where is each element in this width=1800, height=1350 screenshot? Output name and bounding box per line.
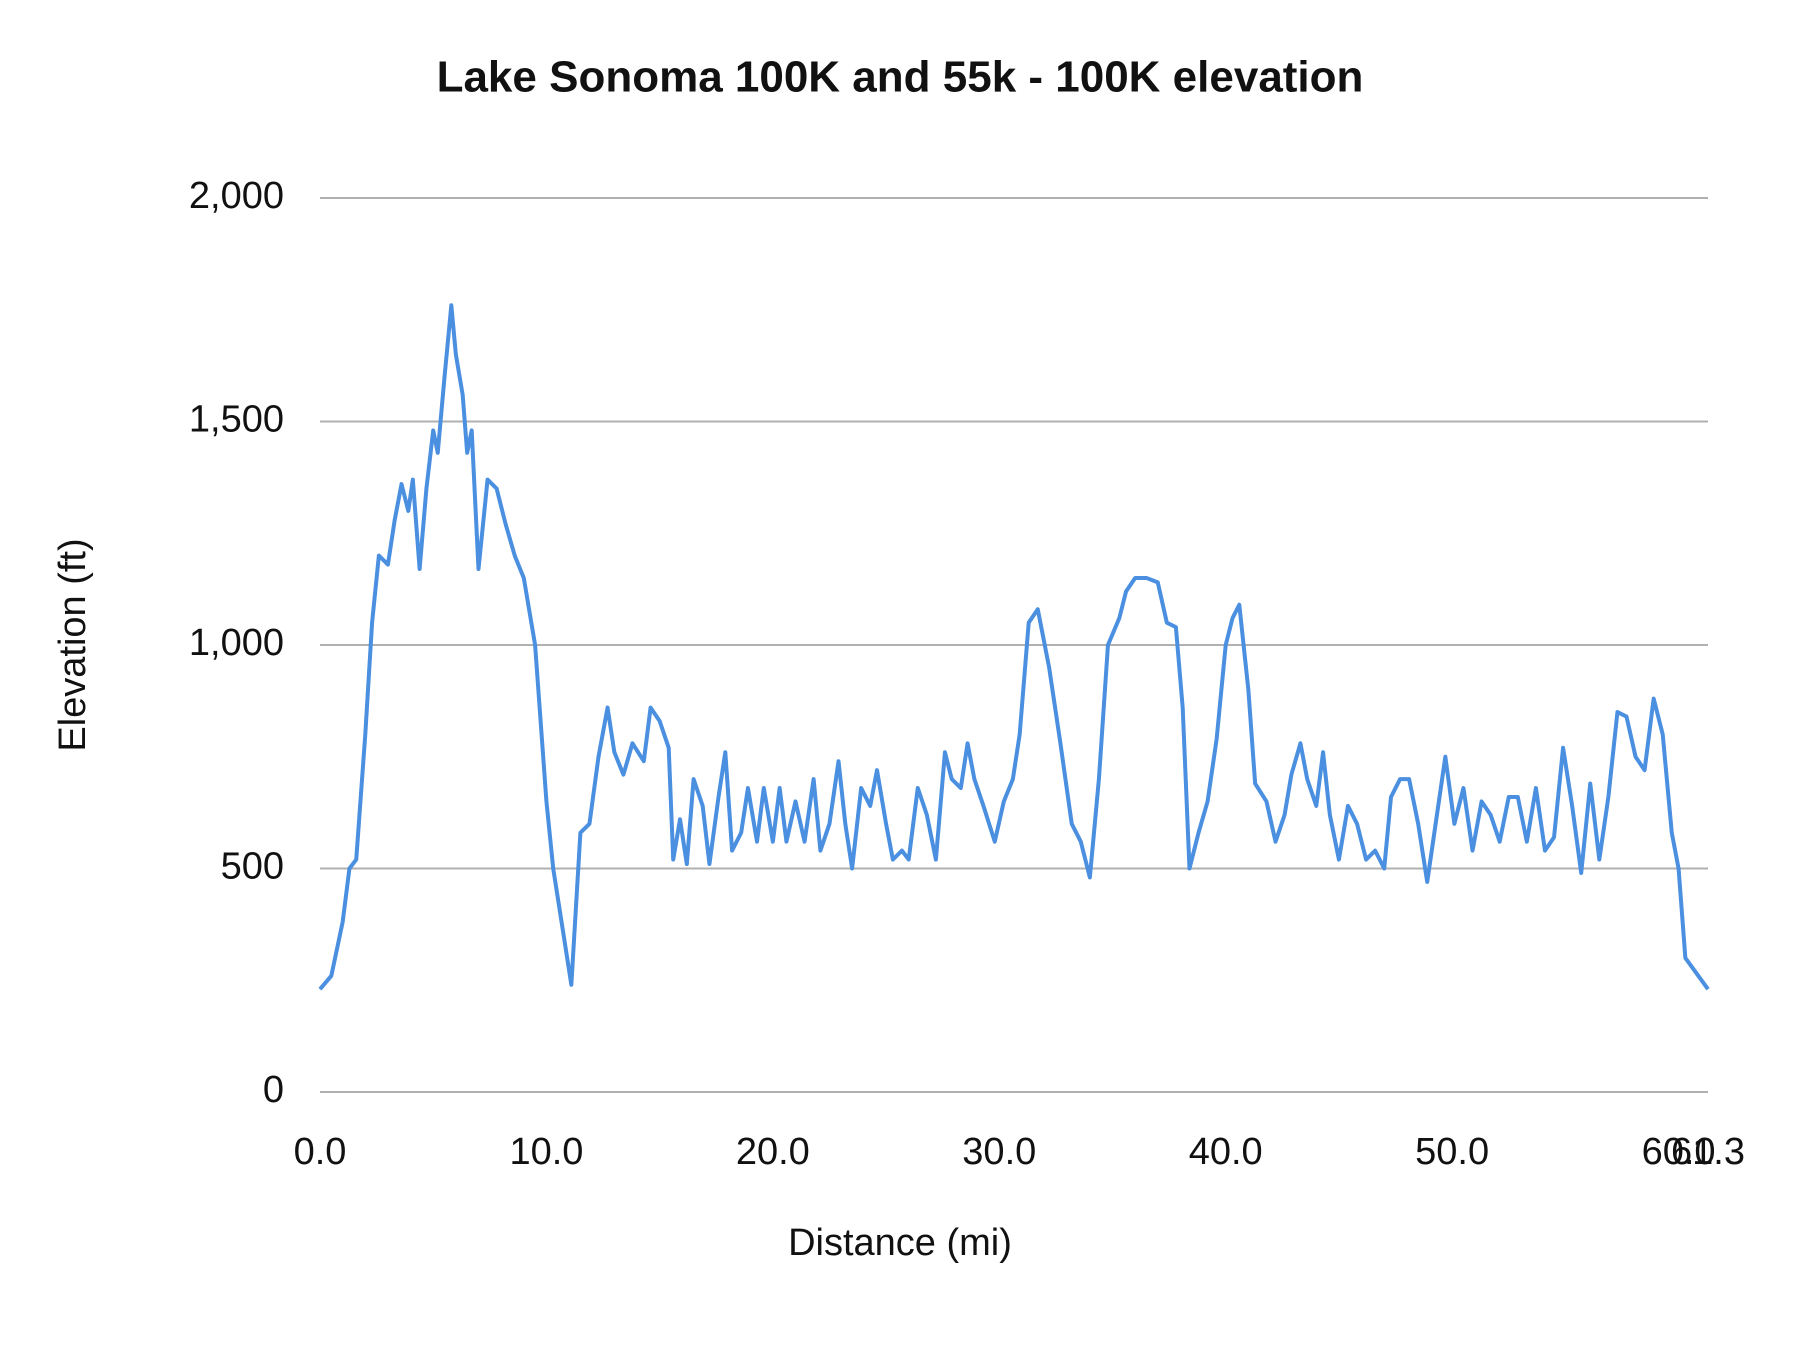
x-tick-label: 10.0 (509, 1131, 583, 1173)
chart-title: Lake Sonoma 100K and 55k - 100K elevatio… (437, 53, 1364, 102)
x-tick-label: 60.0 (1642, 1131, 1716, 1173)
x-tick-label: 61.3 (1671, 1131, 1745, 1173)
x-tick-label: 30.0 (962, 1131, 1036, 1173)
y-tick-label: 0 (263, 1069, 284, 1111)
y-tick-label: 2,000 (189, 175, 284, 217)
y-tick-label: 1,500 (189, 399, 284, 441)
x-tick-label: 20.0 (736, 1131, 810, 1173)
line-series (318, 303, 1710, 991)
x-tick-label: 40.0 (1189, 1131, 1263, 1173)
y-tick-label: 1,000 (189, 622, 284, 664)
y-axis-label: Elevation (ft) (52, 538, 94, 751)
x-axis-label: Distance (mi) (788, 1222, 1012, 1264)
y-tick-label: 500 (221, 846, 284, 888)
x-tick-label: 50.0 (1415, 1131, 1489, 1173)
x-tick-label: 0.0 (294, 1131, 347, 1173)
